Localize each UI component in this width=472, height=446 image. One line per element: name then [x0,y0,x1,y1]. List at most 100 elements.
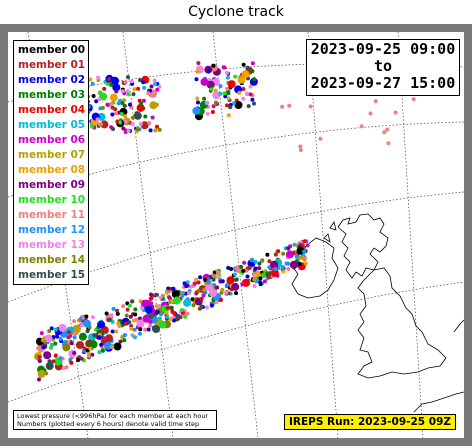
track-point [253,259,258,264]
track-point [132,327,137,332]
track-point [206,279,211,284]
track-point [226,113,231,118]
track-point [196,288,201,293]
track-point [165,314,170,319]
track-point [226,265,231,270]
track-point [100,120,109,129]
track-point [165,306,170,310]
track-point [69,341,74,346]
track-point [91,94,96,98]
track-point [257,261,262,266]
track-point [129,326,134,331]
track-point [225,103,229,108]
track-point [136,103,145,112]
track-point [245,274,250,279]
track-point [286,246,291,251]
track-point [183,298,192,307]
track-point [58,336,63,341]
track-point [148,296,153,301]
track-point [373,99,378,104]
track-point [220,279,225,284]
track-point [94,99,99,104]
track-point [100,348,105,353]
track-point [152,325,160,333]
track-point [45,362,54,370]
track-point [72,351,77,355]
legend: member 00 member 01 member 02 member 03 memb… [13,40,89,285]
track-point [253,266,258,271]
track-point [134,317,139,322]
track-point [85,329,90,334]
track-point [196,100,200,105]
track-point [78,316,83,321]
track-point [211,273,216,278]
track-point [122,98,127,103]
track-point [114,89,119,94]
track-point [234,277,239,282]
track-point [215,285,220,290]
track-point [245,65,250,70]
track-point [125,89,130,94]
track-point [72,319,77,324]
track-point [140,306,145,311]
track-point [149,292,153,297]
track-point [120,89,125,94]
track-point [280,104,285,109]
track-point [133,111,142,120]
track-point [220,287,225,292]
track-point [121,126,126,131]
track-point [47,359,52,364]
track-point [104,311,109,316]
track-point [257,266,262,271]
track-point [286,261,290,266]
track-point [281,251,286,256]
track-point [216,270,220,275]
track-point [273,252,278,257]
track-point [136,86,141,91]
track-point [37,377,41,382]
track-point [250,97,255,102]
track-point [97,320,106,329]
track-point [84,314,89,319]
track-point [213,100,218,105]
track-point [138,78,142,83]
track-point [192,281,197,286]
track-point [127,320,132,325]
track-point [125,307,130,312]
track-point [99,342,104,347]
track-point [109,82,114,87]
track-point [224,70,229,75]
track-point [211,63,216,68]
track-point [211,277,216,282]
track-point [97,350,102,355]
great-britain-coast [357,267,447,379]
track-point [205,100,210,105]
track-point [88,346,93,351]
track-point [231,282,240,291]
track-point [172,311,177,316]
date-end: 2023-09-27 15:00 [310,74,456,92]
netherlands-coast [453,319,464,333]
track-point [155,87,160,92]
track-point [123,321,128,326]
track-point [265,252,270,257]
track-point [241,62,246,67]
track-point [247,259,256,268]
track-point [138,327,143,332]
track-point [126,128,131,133]
france-coast [413,391,464,413]
track-point [62,343,71,352]
track-point [237,90,242,95]
track-point [215,274,220,279]
track-point [115,308,120,313]
track-point [265,271,270,276]
track-point [64,365,69,370]
date-range-box: 2023-09-25 09:00 to 2023-09-27 15:00 [306,39,460,96]
track-point [368,111,373,116]
track-point [129,324,134,328]
track-point [109,93,118,102]
track-point [276,249,281,254]
track-point [76,358,81,363]
track-point [118,120,123,125]
track-point [137,98,142,103]
